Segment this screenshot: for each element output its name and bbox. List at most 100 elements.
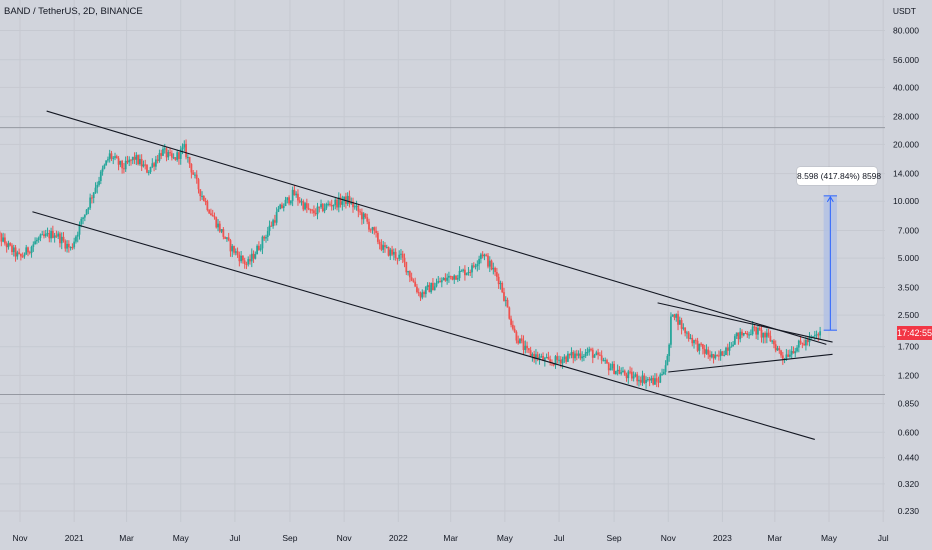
candle-body — [812, 336, 814, 338]
candle-body — [790, 351, 793, 355]
candle-body — [305, 203, 308, 208]
candle-body — [813, 335, 816, 337]
candle-body — [295, 193, 298, 196]
candle-body — [268, 225, 271, 232]
candle-body — [360, 212, 363, 220]
candle-body — [614, 371, 617, 374]
time-axis[interactable]: Nov 2021 Mar May Jul Sep Nov 2022 Mar May Jul Sep No… — [12, 533, 888, 543]
candle-body — [142, 164, 145, 167]
time-tick-label: Jul — [878, 533, 889, 543]
candle-body — [304, 203, 306, 210]
candle-body — [18, 252, 21, 254]
candle-body — [71, 247, 74, 249]
time-tick-label: 2021 — [65, 533, 84, 543]
candle-body — [625, 374, 628, 379]
candle-body — [405, 261, 408, 273]
price-tick-label: 56.000 — [893, 55, 919, 65]
candle-body — [400, 253, 402, 255]
candle-body — [53, 235, 56, 238]
candle-body — [730, 346, 733, 348]
candle-body — [476, 264, 479, 267]
candle-body — [629, 371, 631, 373]
candle-body — [254, 254, 257, 259]
candle-body — [80, 218, 83, 225]
candle-body — [741, 331, 743, 336]
candle-body — [126, 160, 129, 163]
candle-body — [517, 340, 520, 344]
candle-body — [591, 349, 594, 358]
candle-body — [563, 356, 566, 360]
candle-body — [165, 148, 168, 158]
candle-body — [183, 143, 186, 148]
candle-body — [600, 355, 603, 361]
candle-body — [799, 340, 802, 343]
candle-body — [195, 174, 198, 180]
candle-body — [366, 217, 369, 222]
candle-body — [121, 160, 124, 169]
trendlines[interactable] — [32, 110, 833, 440]
candle-body — [561, 359, 564, 364]
candle-body — [131, 156, 134, 161]
candle-body — [513, 328, 516, 332]
candle-body — [364, 213, 367, 218]
candle-body — [817, 334, 820, 336]
candle-body — [488, 260, 491, 267]
candle-body — [39, 234, 42, 239]
horizontal-levels — [0, 127, 885, 396]
candle-body — [494, 267, 496, 273]
candle-body — [632, 376, 635, 379]
candle-body — [586, 352, 589, 354]
candle-body — [337, 197, 340, 208]
candle-body — [9, 243, 12, 246]
candle-body — [192, 172, 195, 175]
candle-body — [378, 241, 381, 245]
candle-body — [92, 192, 95, 198]
time-tick-label: Nov — [12, 533, 28, 543]
candle-body — [389, 249, 392, 256]
price-tick-label: 14.000 — [893, 169, 919, 179]
candle-body — [714, 355, 717, 359]
candle-body — [755, 326, 758, 335]
candle-body — [396, 257, 399, 259]
candle-body — [449, 275, 452, 277]
candle-body — [339, 197, 342, 205]
candle-body — [19, 253, 22, 257]
candle-body — [540, 355, 543, 357]
candle-body — [34, 241, 36, 245]
price-axis[interactable]: 80.000 56.000 40.000 28.000 20.000 14.000 10.0… — [893, 26, 919, 517]
candle-body — [76, 234, 79, 237]
candle-body — [247, 259, 250, 265]
candle-body — [797, 340, 800, 348]
candle-body — [282, 206, 285, 209]
candle-body — [646, 379, 649, 381]
candle-body — [286, 197, 289, 200]
candle-body — [707, 349, 710, 355]
measure-tool[interactable] — [823, 195, 837, 331]
candle-body — [291, 189, 294, 201]
candle-body — [289, 200, 292, 204]
time-tick-label: May — [173, 533, 190, 543]
candle-body — [227, 237, 230, 241]
candle-body — [346, 195, 349, 204]
candle-body — [757, 327, 759, 335]
candle-body — [307, 207, 310, 210]
candle-body — [218, 223, 221, 232]
candle-body — [538, 356, 541, 359]
candle-body — [401, 253, 404, 258]
candle-body — [376, 232, 379, 242]
candle-body — [451, 276, 454, 280]
candle-body — [607, 363, 610, 371]
candle-body — [138, 158, 141, 165]
candle-body — [464, 269, 466, 276]
candle-body — [7, 243, 10, 248]
candle-body — [671, 314, 674, 317]
candle-body — [630, 371, 633, 379]
candle-body — [273, 220, 276, 223]
candle-body — [334, 199, 337, 206]
price-tick-label: 3.500 — [898, 282, 920, 292]
candle-body — [684, 327, 687, 334]
candle-body — [190, 163, 193, 173]
candle-body — [186, 156, 189, 158]
